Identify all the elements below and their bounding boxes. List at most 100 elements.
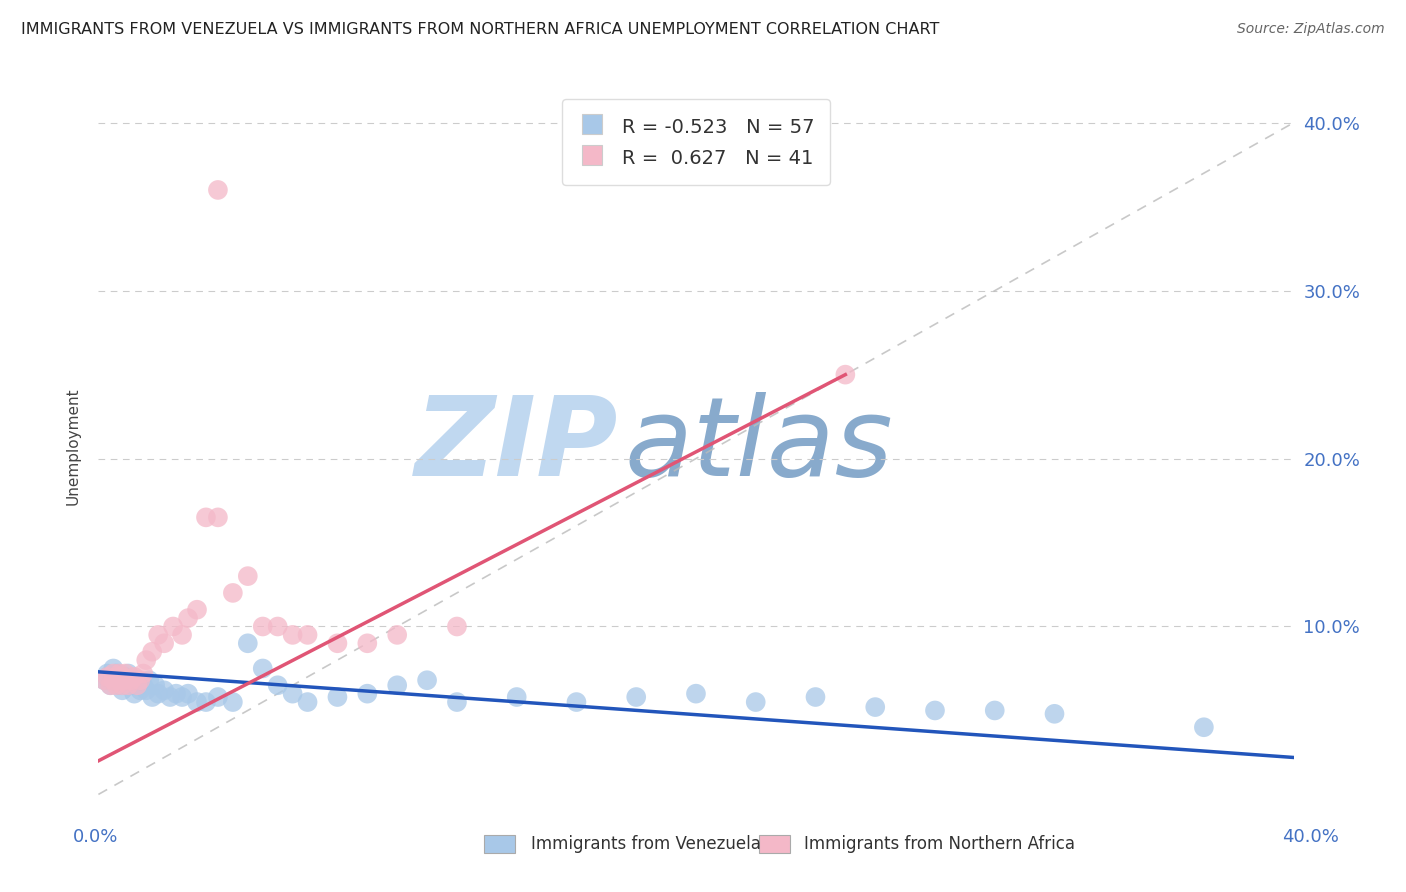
Point xyxy=(108,678,131,692)
Point xyxy=(236,569,259,583)
Point xyxy=(207,690,229,704)
Point xyxy=(177,611,200,625)
Text: IMMIGRANTS FROM VENEZUELA VS IMMIGRANTS FROM NORTHERN AFRICA UNEMPLOYMENT CORREL: IMMIGRANTS FROM VENEZUELA VS IMMIGRANTS … xyxy=(21,22,939,37)
Point xyxy=(153,683,176,698)
Point xyxy=(120,678,142,692)
Point xyxy=(103,661,125,675)
Point xyxy=(127,678,149,692)
Point xyxy=(129,673,152,688)
Point xyxy=(132,666,155,681)
Point xyxy=(565,695,588,709)
Point xyxy=(159,690,181,704)
Y-axis label: Unemployment: Unemployment xyxy=(65,387,80,505)
Point xyxy=(186,695,208,709)
Point xyxy=(114,670,136,684)
Point xyxy=(96,670,118,684)
Point xyxy=(124,678,146,692)
Point xyxy=(117,678,139,692)
Point xyxy=(96,670,118,684)
Point xyxy=(385,628,409,642)
Text: 0.0%: 0.0% xyxy=(73,828,118,846)
Point xyxy=(111,683,134,698)
Point xyxy=(132,678,155,692)
Point xyxy=(356,687,378,701)
Point xyxy=(135,653,157,667)
Point xyxy=(326,690,349,704)
Point xyxy=(236,636,259,650)
Point xyxy=(326,636,349,650)
Point xyxy=(114,673,136,688)
Text: 40.0%: 40.0% xyxy=(1282,828,1339,846)
Point xyxy=(105,666,128,681)
Point xyxy=(148,628,170,642)
Point xyxy=(506,690,529,704)
Point xyxy=(416,673,439,688)
Point xyxy=(111,678,134,692)
Point xyxy=(141,690,163,704)
Point xyxy=(124,687,146,701)
Point xyxy=(93,673,115,688)
Point xyxy=(626,690,648,704)
Point xyxy=(111,670,134,684)
Text: Source: ZipAtlas.com: Source: ZipAtlas.com xyxy=(1237,22,1385,37)
Point xyxy=(685,687,707,701)
Point xyxy=(1043,706,1066,721)
Point xyxy=(105,678,128,692)
Point xyxy=(446,619,468,633)
FancyBboxPatch shape xyxy=(759,835,790,853)
Point xyxy=(195,510,218,524)
Text: atlas: atlas xyxy=(624,392,893,500)
Point xyxy=(924,703,946,717)
Point xyxy=(172,628,194,642)
Point xyxy=(297,695,319,709)
Point xyxy=(153,636,176,650)
Point xyxy=(98,678,122,692)
Point xyxy=(865,700,887,714)
Legend: R = -0.523   N = 57, R =  0.627   N = 41: R = -0.523 N = 57, R = 0.627 N = 41 xyxy=(562,99,830,186)
Point xyxy=(195,695,218,709)
Point xyxy=(120,673,142,688)
Point xyxy=(745,695,768,709)
Point xyxy=(267,619,290,633)
Point xyxy=(281,628,304,642)
Point xyxy=(186,603,208,617)
Point xyxy=(143,678,166,692)
Point xyxy=(141,645,163,659)
Point xyxy=(105,670,128,684)
Point xyxy=(804,690,827,704)
Point xyxy=(267,678,290,692)
Text: Immigrants from Northern Africa: Immigrants from Northern Africa xyxy=(804,835,1076,853)
Point xyxy=(138,673,160,688)
Point xyxy=(162,619,184,633)
Point xyxy=(105,673,128,688)
Point xyxy=(135,683,157,698)
Point xyxy=(172,690,194,704)
Point xyxy=(108,670,131,684)
Point xyxy=(165,687,187,701)
Point xyxy=(114,666,136,681)
Point xyxy=(103,666,125,681)
Point xyxy=(103,670,125,684)
Point xyxy=(834,368,856,382)
Point xyxy=(356,636,378,650)
Point xyxy=(385,678,409,692)
Point xyxy=(98,678,122,692)
Point xyxy=(127,673,149,688)
Point xyxy=(103,673,125,688)
Point xyxy=(252,661,274,675)
Point xyxy=(222,586,245,600)
Point xyxy=(222,695,245,709)
Point xyxy=(124,670,146,684)
FancyBboxPatch shape xyxy=(484,835,515,853)
Point xyxy=(117,673,139,688)
Point xyxy=(96,666,118,681)
Point xyxy=(984,703,1007,717)
Point xyxy=(1192,720,1215,734)
Point xyxy=(108,673,131,688)
Point xyxy=(148,687,170,701)
Point xyxy=(111,673,134,688)
Point xyxy=(281,687,304,701)
Point xyxy=(297,628,319,642)
Point xyxy=(252,619,274,633)
Text: ZIP: ZIP xyxy=(415,392,619,500)
